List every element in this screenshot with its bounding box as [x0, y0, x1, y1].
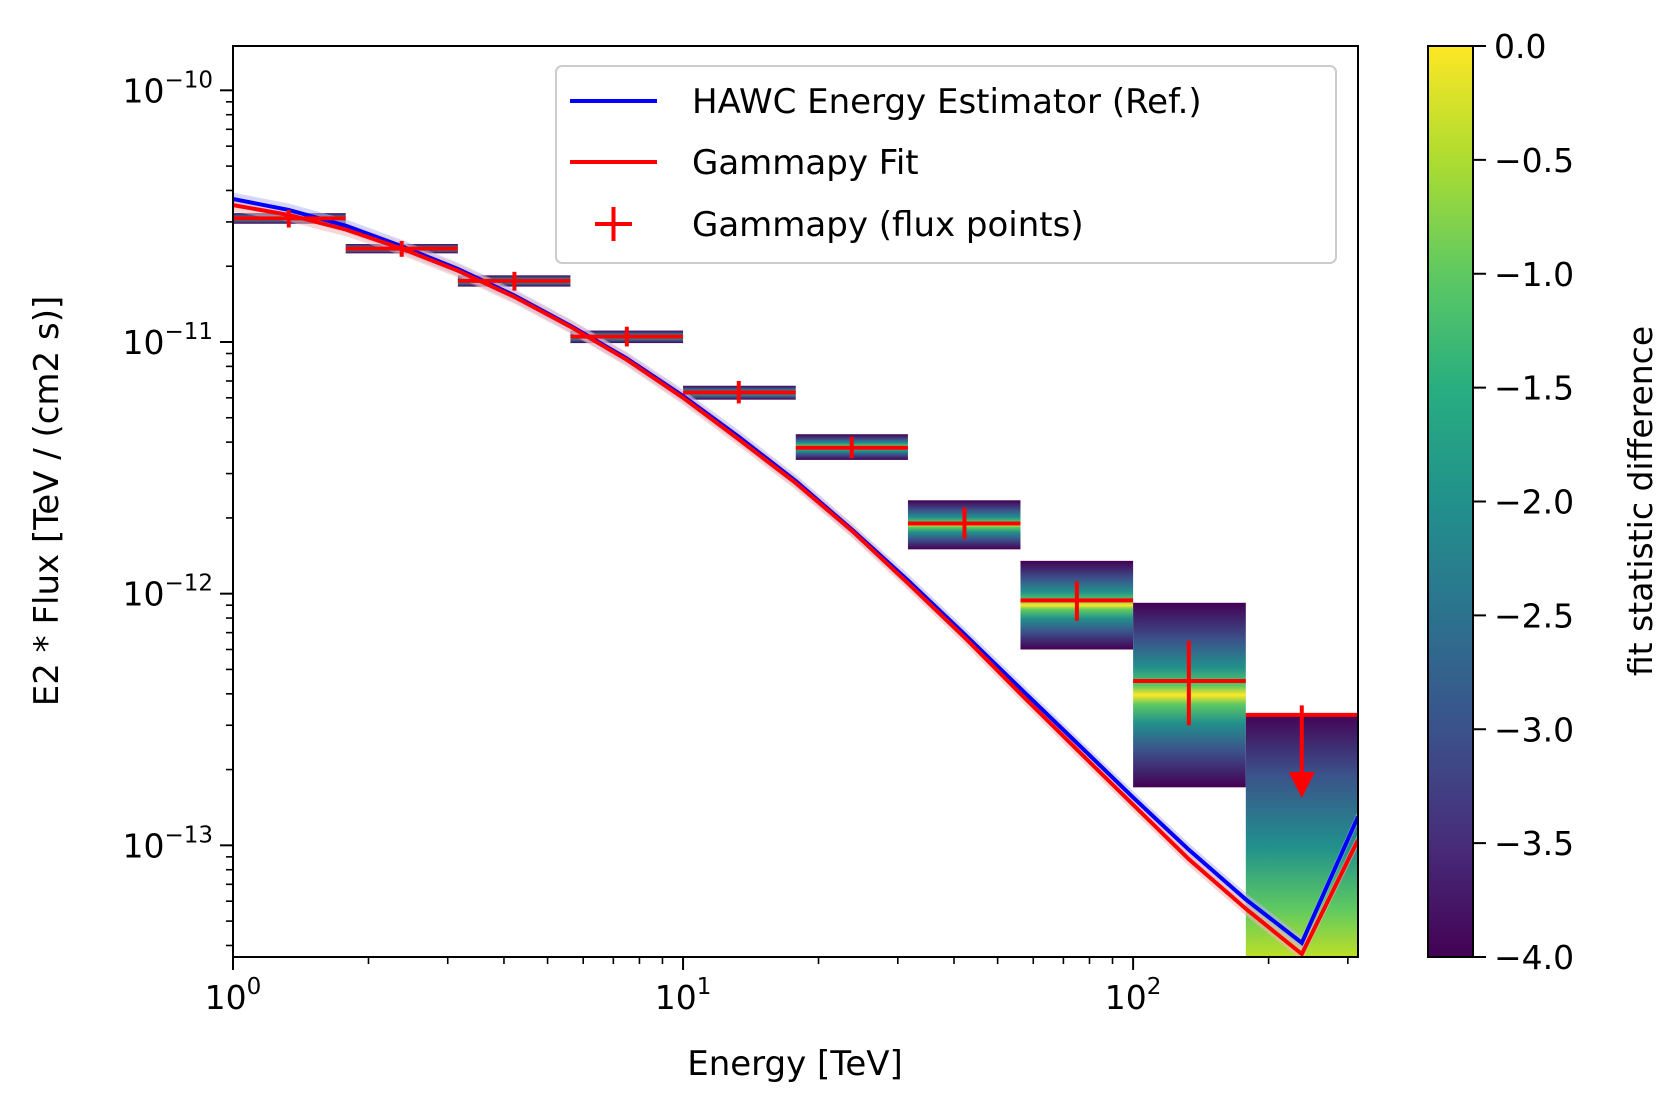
x-tick-label: 101	[655, 974, 712, 1017]
flux-points	[233, 209, 1358, 798]
y-tick-label: 10−13	[122, 822, 213, 865]
legend-swatch-points	[595, 207, 632, 241]
y-axis-ticks: 10−10 10−11 10−12 10−13	[122, 67, 233, 947]
flux-point-8	[1020, 581, 1134, 621]
y-axis-label: E2 * Flux [TeV / (cm2 s)]	[27, 296, 67, 706]
flux-point-10	[1245, 705, 1358, 798]
colorbar-tick-label: −4.0	[1494, 938, 1574, 977]
colorbar-label: fit statistic difference	[1621, 326, 1660, 676]
flux-point-5	[683, 380, 796, 404]
colorbar-tick-label: −3.0	[1494, 710, 1574, 749]
colorbar: 0.0 −0.5 −1.0 −1.5 −2.0 −2.5 −3.0 −3.5 −4.0 fit …	[1427, 27, 1660, 977]
flux-point-4	[570, 326, 684, 347]
legend: HAWC Energy Estimator (Ref.) Gammapy Fit…	[555, 65, 1337, 264]
flux-point-2	[345, 240, 458, 257]
colorbar-tick-label: 0.0	[1494, 27, 1546, 66]
flux-point-9	[1133, 640, 1246, 726]
colorbar-tick-label: −3.5	[1494, 824, 1574, 863]
model-lines	[233, 197, 1358, 957]
flux-point-3	[457, 271, 571, 291]
x-tick-label: 100	[205, 974, 262, 1017]
x-axis-ticks: 100 101 102	[205, 957, 1349, 1017]
colorbar-tick-label: −2.0	[1494, 483, 1574, 522]
y-tick-label: 10−11	[122, 319, 213, 362]
y-tick-label: 10−12	[122, 571, 213, 614]
model-line-2	[233, 203, 1358, 957]
y-tick-label: 10−10	[122, 67, 213, 110]
colorbar-tick-label: −1.5	[1494, 369, 1574, 408]
legend-box	[555, 65, 1337, 264]
flux-point-ul-arrow	[1288, 771, 1315, 798]
x-axis-label: Energy [TeV]	[687, 1044, 903, 1084]
colorbar-tick-label: −1.0	[1494, 255, 1574, 294]
flux-point-7	[907, 507, 1021, 539]
plot-frame	[232, 45, 1359, 958]
flux-point-1	[233, 209, 346, 228]
flux-point-6	[795, 436, 908, 459]
colorbar-tick-label: −0.5	[1494, 141, 1574, 180]
legend-label-points: Gammapy (flux points)	[692, 205, 1084, 245]
x-tick-label: 102	[1105, 974, 1162, 1017]
colorbar-ticks: 0.0 −0.5 −1.0 −1.5 −2.0 −2.5 −3.0 −3.5 −4.0	[1473, 27, 1574, 977]
colorbar-tick-label: −2.5	[1494, 596, 1574, 635]
legend-label-hawc: HAWC Energy Estimator (Ref.)	[692, 82, 1202, 122]
colorbar-gradient	[1427, 45, 1474, 958]
legend-label-fit: Gammapy Fit	[692, 143, 919, 183]
